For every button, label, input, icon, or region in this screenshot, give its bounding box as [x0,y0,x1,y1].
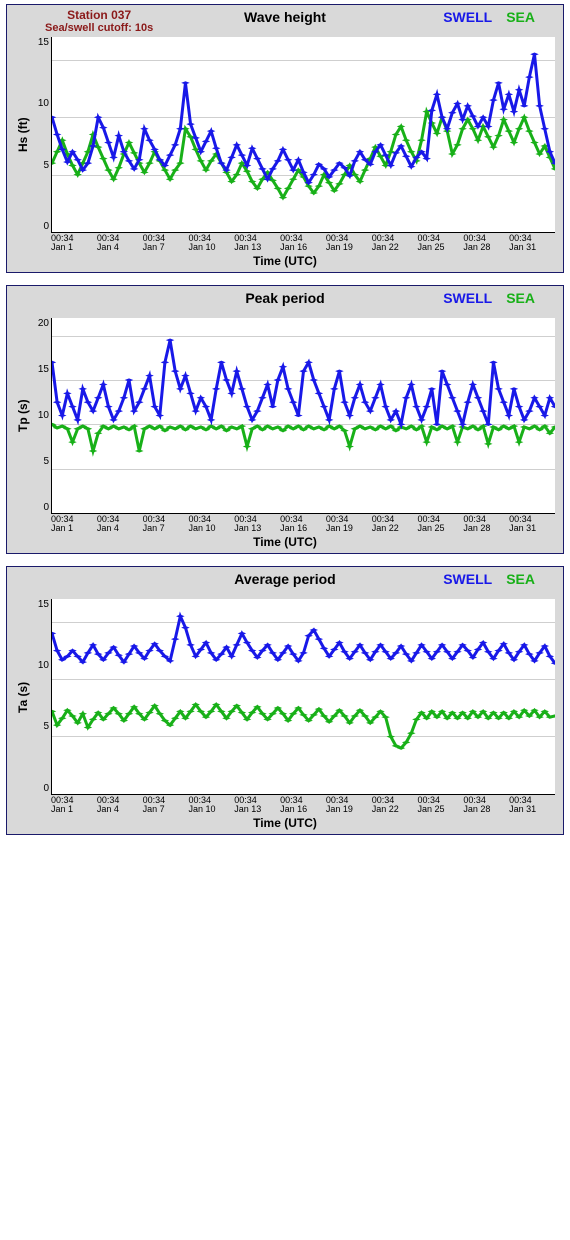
y-tick: 10 [31,98,49,109]
x-tick: 00:34 Jan 25 [418,796,464,815]
y-axis-ticks: 15 10 5 0 [31,599,51,794]
legend-swell: SWELL [443,290,492,306]
y-tick: 10 [31,660,49,671]
x-axis-ticks: 00:34 Jan 100:34 Jan 400:34 Jan 700:34 J… [51,515,555,534]
y-axis-label: Tp (s) [15,318,31,514]
y-tick: 5 [31,160,49,171]
x-tick: 00:34 Jan 28 [463,234,509,253]
x-tick: 00:34 Jan 10 [188,796,234,815]
x-tick: 00:34 Jan 10 [188,234,234,253]
x-tick: 00:34 Jan 25 [418,515,464,534]
x-axis-label: Time (UTC) [15,254,555,268]
legend-sea: SEA [506,290,535,306]
x-tick: 00:34 Jan 4 [97,234,143,253]
legend: SWELL SEA [443,290,535,306]
y-tick: 0 [31,221,49,232]
x-tick: 00:34 Jan 22 [372,515,418,534]
y-axis-ticks: 20 15 10 5 0 [31,318,51,513]
y-tick: 0 [31,783,49,794]
x-tick: 00:34 Jan 25 [418,234,464,253]
x-tick: 00:34 Jan 16 [280,234,326,253]
legend: SWELL SEA [443,9,535,25]
x-tick: 00:34 Jan 4 [97,515,143,534]
x-tick: 00:34 Jan 31 [509,234,555,253]
x-tick: 00:34 Jan 28 [463,796,509,815]
x-tick: 00:34 Jan 1 [51,234,97,253]
y-tick: 15 [31,364,49,375]
x-tick: 00:34 Jan 31 [509,515,555,534]
y-tick: 20 [31,318,49,329]
panel-wave_height: Station 037Sea/swell cutoff: 10sWave hei… [6,4,564,273]
x-tick: 00:34 Jan 4 [97,796,143,815]
x-axis-ticks: 00:34 Jan 100:34 Jan 400:34 Jan 700:34 J… [51,796,555,815]
y-tick: 5 [31,721,49,732]
x-tick: 00:34 Jan 13 [234,515,280,534]
x-tick: 00:34 Jan 19 [326,234,372,253]
y-axis-label: Hs (ft) [15,37,31,233]
x-tick: 00:34 Jan 10 [188,515,234,534]
panel-peak_period: Peak periodSWELLSEATp (s)2015105000:34 J… [6,285,564,554]
legend-sea: SEA [506,9,535,25]
x-axis-label: Time (UTC) [15,535,555,549]
x-tick: 00:34 Jan 16 [280,796,326,815]
x-tick: 00:34 Jan 22 [372,796,418,815]
y-tick: 10 [31,410,49,421]
y-axis-ticks: 15 10 5 0 [31,37,51,232]
x-tick: 00:34 Jan 16 [280,515,326,534]
y-tick: 5 [31,456,49,467]
y-axis-label: Ta (s) [15,599,31,795]
x-tick: 00:34 Jan 7 [143,234,189,253]
x-tick: 00:34 Jan 19 [326,515,372,534]
plot-area [51,599,555,795]
y-tick: 15 [31,37,49,48]
x-tick: 00:34 Jan 1 [51,796,97,815]
legend-swell: SWELL [443,571,492,587]
legend: SWELL SEA [443,571,535,587]
x-tick: 00:34 Jan 13 [234,796,280,815]
x-axis-label: Time (UTC) [15,816,555,830]
x-tick: 00:34 Jan 19 [326,796,372,815]
x-tick: 00:34 Jan 7 [143,796,189,815]
x-tick: 00:34 Jan 13 [234,234,280,253]
plot-area [51,318,555,514]
x-tick: 00:34 Jan 7 [143,515,189,534]
legend-swell: SWELL [443,9,492,25]
y-tick: 15 [31,599,49,610]
x-tick: 00:34 Jan 28 [463,515,509,534]
x-tick: 00:34 Jan 22 [372,234,418,253]
x-tick: 00:34 Jan 1 [51,515,97,534]
panel-avg_period: Average periodSWELLSEATa (s)15105000:34 … [6,566,564,835]
x-tick: 00:34 Jan 31 [509,796,555,815]
legend-sea: SEA [506,571,535,587]
x-axis-ticks: 00:34 Jan 100:34 Jan 400:34 Jan 700:34 J… [51,234,555,253]
plot-area [51,37,555,233]
y-tick: 0 [31,502,49,513]
